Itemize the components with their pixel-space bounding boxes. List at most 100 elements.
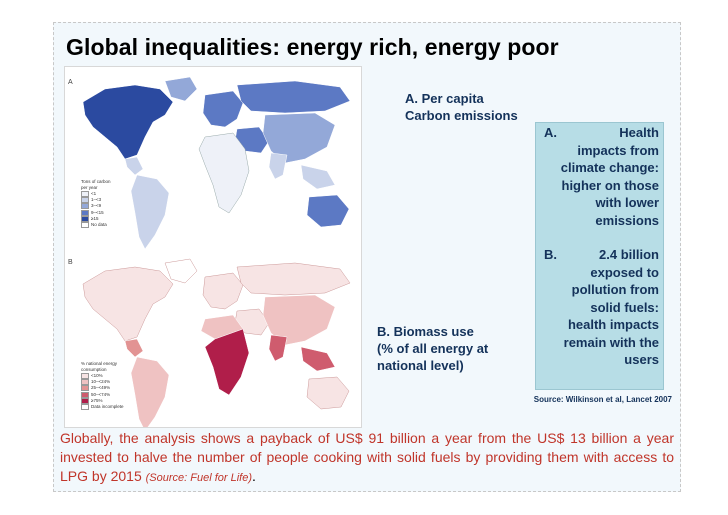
legend-a-label: <1 [91,191,97,197]
legend-b-label: 25–<49% [91,385,111,391]
legend-b-swatch [81,373,89,379]
legend-a-item: <1 [81,191,111,197]
map-a-asia [262,112,336,164]
summary-text: Globally, the analysis shows a payback o… [60,429,674,488]
box-a-line: with lower [595,195,659,210]
legend-b-swatch [81,403,89,410]
legend-b-item: ≥75% [81,397,124,404]
box-a-line: climate change: [560,160,659,175]
legend-b-swatch [81,391,89,398]
slide-title: Global inequalities: energy rich, energy… [66,34,559,60]
map-b-greenland [164,258,198,284]
label-a-line-2: Carbon emissions [405,108,518,123]
box-a-line: impacts from [577,142,659,158]
legend-a: Tons of carbon per year <1 1–<3 3–<9 9–<15 ≥… [81,179,111,228]
legend-a-label: No data [91,222,107,228]
box-a-letter: A. [544,125,557,140]
box-b-letter: B. [544,247,557,262]
legend-b-swatch [81,397,89,404]
map-b-australia [306,376,350,410]
label-b-line-2: (% of all energy at [377,341,489,356]
map-a-africa [198,132,250,214]
map-a-australia [306,194,350,228]
legend-a-item: 3–<9 [81,203,111,210]
box-a-first: Health [619,125,659,140]
map-b-russia [236,262,351,296]
legend-a-item: 9–<15 [81,209,111,216]
map-a-greenland [164,76,198,102]
legend-a-swatch [81,215,89,222]
legend-a-swatch [81,209,89,216]
legend-b-label: Data incomplete [91,404,124,410]
box-b-line: exposed to [590,264,659,280]
legend-a-item: ≥15 [81,215,111,222]
legend-b-title-1: % national energy [81,361,118,366]
map-a-carbon [82,76,351,250]
legend-b-label: 10–<24% [91,379,111,385]
legend-b-label: ≥75% [91,397,103,403]
map-a-russia [236,80,351,114]
panel-b-letter: B [68,259,73,266]
legend-b-items: <10% 10–<24% 25–<49% 50–<74% ≥75% Data incomp… [81,373,124,410]
summary-period: . [252,468,256,484]
map-b-india [268,334,288,362]
legend-a-item: No data [81,221,111,228]
label-biomass-use: B. Biomass use (% of all energy at natio… [377,323,527,374]
map-a-india [268,152,288,180]
legend-a-title-1: Tons of carbon [81,179,111,184]
summary-body: Globally, the analysis shows a payback o… [60,430,674,484]
map-b-north-america [82,266,174,342]
box-a-line: higher on those [561,177,660,193]
box-b-line: health impacts [567,317,659,332]
legend-a-label: 3–<9 [91,203,102,209]
label-b-line-3: national level) [377,358,464,373]
legend-b-title-2: consumption [81,367,107,372]
legend-b-item: 10–<24% [81,379,124,386]
legend-a-label: 9–<15 [91,209,104,215]
map-figure: A B [64,66,362,428]
summary-source: (Source: Fuel for Life) [145,472,252,484]
impacts-box: A. Health impacts from climate change: h… [535,122,664,390]
box-a-lead: A. Health [536,124,659,142]
map-a-south-america [130,174,170,250]
box-a-line: emissions [595,212,659,228]
legend-b: % national energy consumption <10% 10–<24… [81,361,124,410]
legend-b-label: 50–<74% [91,391,111,397]
legend-a-swatch [81,197,89,204]
box-b-lead: B. 2.4 billion [536,246,659,264]
map-a-central-america [124,156,144,176]
legend-a-label: 1–<3 [91,197,102,203]
legend-b-item: <10% [81,373,124,379]
box-b-first: 2.4 billion [599,247,659,262]
map-a-europe [202,90,244,128]
legend-b-item: 50–<74% [81,391,124,398]
legend-a-swatch [81,203,89,210]
legend-b-label: <10% [91,373,103,379]
world-maps [82,76,351,427]
map-b-africa-central [204,328,250,396]
legend-a-label: ≥15 [91,215,99,221]
map-b-south-america [130,356,170,427]
map-a-north-america [82,84,174,160]
box-b-line: pollution from [571,282,659,297]
map-a-se-asia [300,164,336,190]
panel-a-letter: A [68,79,73,86]
box-b-line: users [624,352,659,367]
map-b-asia [262,294,336,346]
figure-source: Source: Wilkinson et al, Lancet 2007 [533,395,672,404]
legend-b-item: 25–<49% [81,385,124,392]
legend-b-item: Data incomplete [81,403,124,410]
legend-a-item: 1–<3 [81,197,111,204]
map-b-biomass [82,258,351,427]
legend-b-swatch [81,379,89,386]
label-a-line-1: A. Per capita [405,91,484,106]
legend-a-swatch [81,221,89,228]
map-b-central-america [124,338,144,358]
box-b-line: remain with the [563,334,659,350]
map-b-europe [202,272,244,310]
box-b-line: solid fuels: [590,299,659,315]
legend-a-items: <1 1–<3 3–<9 9–<15 ≥15 No data [81,191,111,228]
label-b-line-1: B. Biomass use [377,324,474,339]
map-b-se-asia [300,346,336,372]
legend-a-title-2: per year [81,185,98,190]
